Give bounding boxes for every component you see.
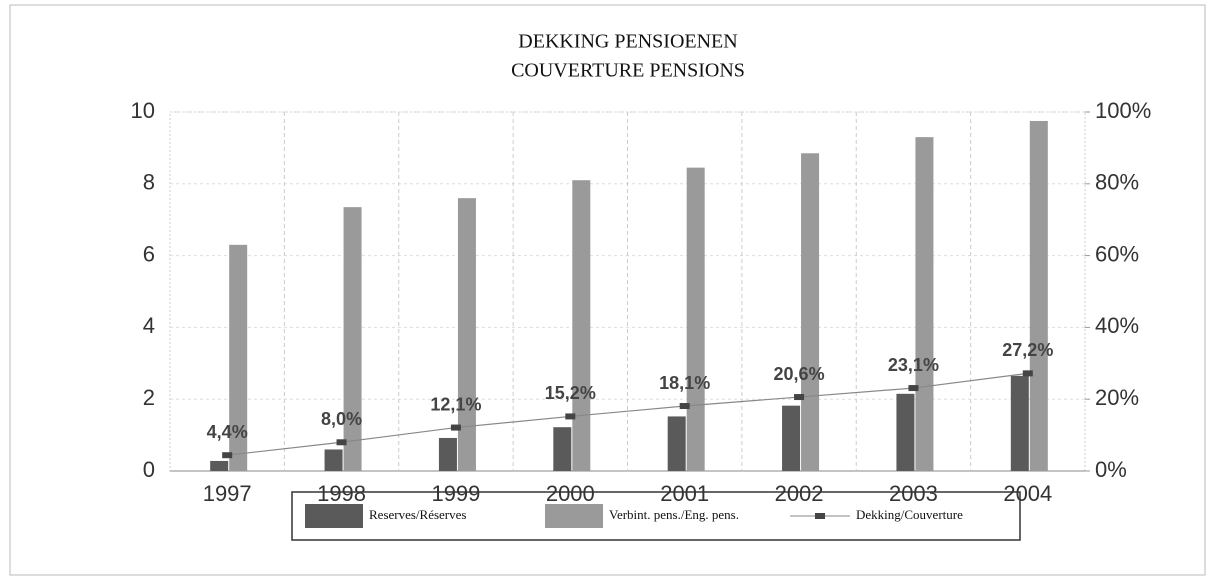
line — [227, 372, 1028, 456]
line-marker — [794, 394, 805, 401]
line-marker — [679, 403, 690, 410]
data-label: 20,6% — [774, 364, 825, 384]
y2-tick-label: 80% — [1095, 170, 1139, 195]
legend-label: Reserves/Réserves — [369, 507, 466, 522]
bar — [229, 244, 248, 471]
data-label: 8,0% — [321, 409, 362, 429]
bar — [343, 207, 362, 471]
bar — [782, 405, 801, 471]
line-marker — [1022, 370, 1033, 377]
legend-label: Verbint. pens./Eng. pens. — [609, 507, 739, 522]
data-label: 4,4% — [207, 422, 248, 442]
bar — [457, 198, 476, 471]
bar — [553, 427, 572, 471]
data-label: 12,1% — [430, 394, 481, 414]
y-tick-label: 4 — [143, 313, 155, 338]
y2-tick-label: 40% — [1095, 313, 1139, 338]
line-marker — [565, 413, 576, 420]
y-tick-label: 0 — [143, 457, 155, 482]
bar — [801, 153, 820, 471]
bar — [686, 167, 705, 471]
y2-tick-label: 0% — [1095, 457, 1127, 482]
plot-area — [169, 111, 1086, 472]
x-tick-label: 2003 — [889, 481, 938, 506]
data-label: 23,1% — [888, 355, 939, 375]
legend-swatch — [545, 504, 603, 528]
line-marker — [222, 452, 233, 459]
data-label: 18,1% — [659, 373, 710, 393]
bar — [1029, 120, 1048, 471]
y-tick-label: 10 — [131, 98, 155, 123]
bar — [915, 137, 934, 471]
legend-marker — [815, 513, 825, 519]
x-tick-label: 2004 — [1003, 481, 1052, 506]
line-marker — [450, 424, 461, 431]
bar — [210, 460, 229, 471]
bar — [324, 449, 343, 471]
y-tick-label: 2 — [143, 385, 155, 410]
x-tick-label: 1999 — [431, 481, 480, 506]
bar — [896, 393, 915, 471]
line-marker — [336, 439, 347, 446]
bar — [572, 180, 591, 471]
x-tick-label: 1998 — [317, 481, 366, 506]
x-tick-label: 2001 — [660, 481, 709, 506]
legend-swatch — [305, 504, 363, 528]
y2-tick-label: 60% — [1095, 241, 1139, 266]
chart-subtitle: COUVERTURE PENSIONS — [511, 60, 745, 82]
chart-border — [9, 4, 1206, 576]
y-tick-label: 8 — [143, 170, 155, 195]
y2-tick-label: 100% — [1095, 98, 1151, 123]
x-tick-label: 2000 — [546, 481, 595, 506]
bar — [667, 416, 686, 471]
legend-label: Dekking/Couverture — [856, 507, 963, 522]
y-tick-label: 6 — [143, 241, 155, 266]
legend-box — [291, 491, 1021, 541]
x-tick-label: 2002 — [775, 481, 824, 506]
data-label: 15,2% — [545, 383, 596, 403]
data-label: 27,2% — [1002, 340, 1053, 360]
bar — [1010, 375, 1029, 471]
x-tick-label: 1997 — [203, 481, 252, 506]
chart-title: DEKKING PENSIOENEN — [518, 31, 737, 53]
bar — [438, 437, 457, 471]
y2-tick-label: 20% — [1095, 385, 1139, 410]
line-marker — [908, 385, 919, 392]
